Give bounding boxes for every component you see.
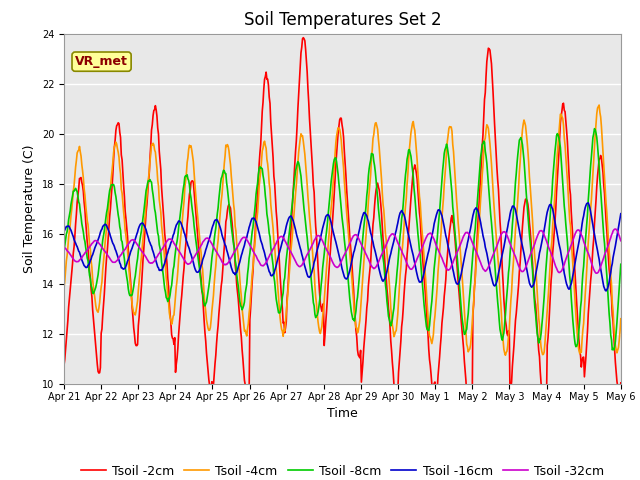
Tsoil -4cm (595, 102, 603, 108)
Tsoil -32cm (214, 250, 221, 256)
Tsoil -32cm (593, 270, 600, 276)
Tsoil -16cm (70, 237, 78, 242)
Tsoil -16cm (127, 247, 135, 252)
Tsoil -8cm (184, 176, 192, 182)
Tsoil -2cm (127, 291, 135, 297)
Tsoil -16cm (602, 288, 610, 294)
Tsoil -32cm (60, 244, 68, 250)
Line: Tsoil -8cm: Tsoil -8cm (64, 129, 621, 350)
Tsoil -16cm (60, 229, 68, 235)
Line: Tsoil -4cm: Tsoil -4cm (64, 105, 621, 355)
Tsoil -16cm (426, 240, 434, 246)
Tsoil -8cm (70, 188, 78, 194)
Tsoil -4cm (617, 316, 625, 322)
Tsoil -32cm (612, 226, 620, 232)
Tsoil -8cm (610, 347, 618, 353)
Tsoil -32cm (410, 263, 418, 269)
Tsoil -8cm (410, 185, 418, 191)
Tsoil -8cm (60, 247, 68, 252)
Tsoil -8cm (617, 262, 625, 267)
Tsoil -8cm (127, 293, 135, 299)
Tsoil -4cm (184, 155, 192, 160)
Tsoil -8cm (214, 211, 221, 216)
Tsoil -2cm (214, 331, 221, 336)
Line: Tsoil -32cm: Tsoil -32cm (64, 229, 621, 273)
Tsoil -16cm (584, 200, 592, 206)
Tsoil -32cm (127, 237, 135, 243)
Tsoil -16cm (184, 242, 192, 248)
Tsoil -4cm (426, 335, 434, 340)
Tsoil -2cm (184, 214, 192, 219)
Tsoil -32cm (617, 238, 625, 243)
Tsoil -16cm (617, 211, 625, 216)
Tsoil -32cm (184, 262, 192, 267)
Tsoil -2cm (411, 162, 419, 168)
Tsoil -8cm (426, 313, 434, 319)
Text: VR_met: VR_met (75, 55, 128, 68)
Tsoil -16cm (214, 217, 221, 223)
Tsoil -2cm (617, 380, 625, 386)
Line: Tsoil -2cm: Tsoil -2cm (64, 37, 621, 423)
Tsoil -4cm (502, 352, 509, 358)
Y-axis label: Soil Temperature (C): Soil Temperature (C) (23, 144, 36, 273)
X-axis label: Time: Time (327, 407, 358, 420)
Tsoil -4cm (70, 183, 78, 189)
Tsoil -2cm (300, 35, 307, 40)
Tsoil -32cm (426, 230, 434, 236)
Tsoil -2cm (428, 372, 435, 377)
Legend: Tsoil -2cm, Tsoil -4cm, Tsoil -8cm, Tsoil -16cm, Tsoil -32cm: Tsoil -2cm, Tsoil -4cm, Tsoil -8cm, Tsoi… (76, 460, 609, 480)
Tsoil -4cm (60, 286, 68, 291)
Line: Tsoil -16cm: Tsoil -16cm (64, 203, 621, 291)
Tsoil -4cm (127, 293, 135, 299)
Tsoil -32cm (70, 257, 78, 263)
Tsoil -2cm (60, 362, 68, 368)
Title: Soil Temperatures Set 2: Soil Temperatures Set 2 (244, 11, 441, 29)
Tsoil -16cm (410, 257, 418, 263)
Tsoil -4cm (410, 124, 418, 130)
Tsoil -2cm (70, 244, 78, 250)
Tsoil -4cm (214, 244, 221, 250)
Tsoil -8cm (591, 126, 598, 132)
Tsoil -2cm (467, 420, 474, 426)
